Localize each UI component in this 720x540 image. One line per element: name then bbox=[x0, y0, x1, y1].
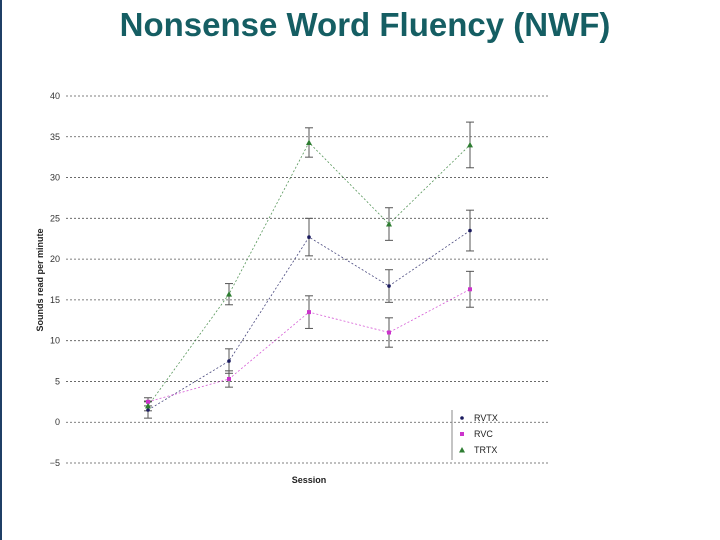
data-point-trtx bbox=[145, 402, 151, 409]
y-tick-label: 15 bbox=[50, 295, 60, 305]
series-line-trtx bbox=[147, 141, 471, 407]
data-point-rvtx bbox=[227, 359, 231, 363]
y-tick-labels: −5 0 5 10 15 20 25 30 35 40 bbox=[50, 91, 60, 468]
data-point-rvtx bbox=[146, 408, 150, 412]
data-point-trtx bbox=[226, 291, 232, 297]
legend: RVTX RVC TRTX bbox=[451, 410, 498, 460]
y-tick-label: 0 bbox=[55, 417, 60, 427]
slide-left-border bbox=[0, 0, 2, 540]
y-tick-label: −5 bbox=[50, 458, 60, 468]
legend-marker-rvtx bbox=[460, 416, 464, 420]
data-point-rvtx bbox=[468, 228, 472, 233]
y-tick-label: 30 bbox=[50, 173, 60, 183]
data-point-rvc bbox=[146, 399, 150, 404]
data-point-rvc bbox=[468, 287, 472, 292]
y-tick-label: 10 bbox=[50, 336, 60, 346]
y-tick-label: 5 bbox=[55, 376, 60, 386]
data-point-rvtx bbox=[307, 235, 311, 239]
y-axis-label: Sounds read per minute bbox=[35, 228, 45, 331]
y-tick-label: 35 bbox=[50, 132, 60, 142]
slide-title: Nonsense Word Fluency (NWF) bbox=[119, 6, 611, 43]
legend-label-trtx: TRTX bbox=[474, 445, 497, 455]
legend-marker-rvc bbox=[460, 432, 464, 436]
legend-marker-trtx bbox=[459, 447, 465, 453]
series-lines bbox=[147, 141, 471, 411]
data-point-trtx bbox=[306, 139, 312, 145]
series-markers bbox=[145, 139, 473, 412]
data-point-rvtx bbox=[387, 284, 391, 288]
data-point-rvc bbox=[387, 330, 391, 335]
y-tick-label: 25 bbox=[50, 213, 60, 223]
data-point-rvc bbox=[227, 376, 231, 381]
legend-label-rvtx: RVTX bbox=[474, 413, 498, 423]
grid-lines bbox=[66, 95, 548, 464]
x-axis-label: Session bbox=[292, 475, 327, 485]
data-point-rvc bbox=[307, 310, 311, 315]
data-point-trtx bbox=[467, 141, 473, 148]
y-tick-label: 20 bbox=[50, 254, 60, 264]
legend-label-rvc: RVC bbox=[474, 429, 493, 439]
series-line-rvtx bbox=[147, 230, 471, 411]
error-bars bbox=[144, 121, 474, 419]
data-point-trtx bbox=[386, 221, 392, 227]
y-tick-label: 40 bbox=[50, 91, 60, 101]
